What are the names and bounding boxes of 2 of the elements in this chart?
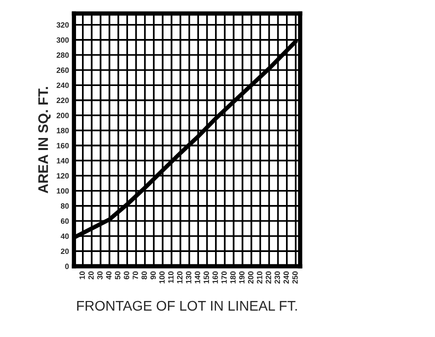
x-axis-title: FRONTAGE OF LOT IN LINEAL FT. (77, 300, 297, 311)
y-axis-title: AREA IN SQ. FT. (38, 87, 51, 194)
